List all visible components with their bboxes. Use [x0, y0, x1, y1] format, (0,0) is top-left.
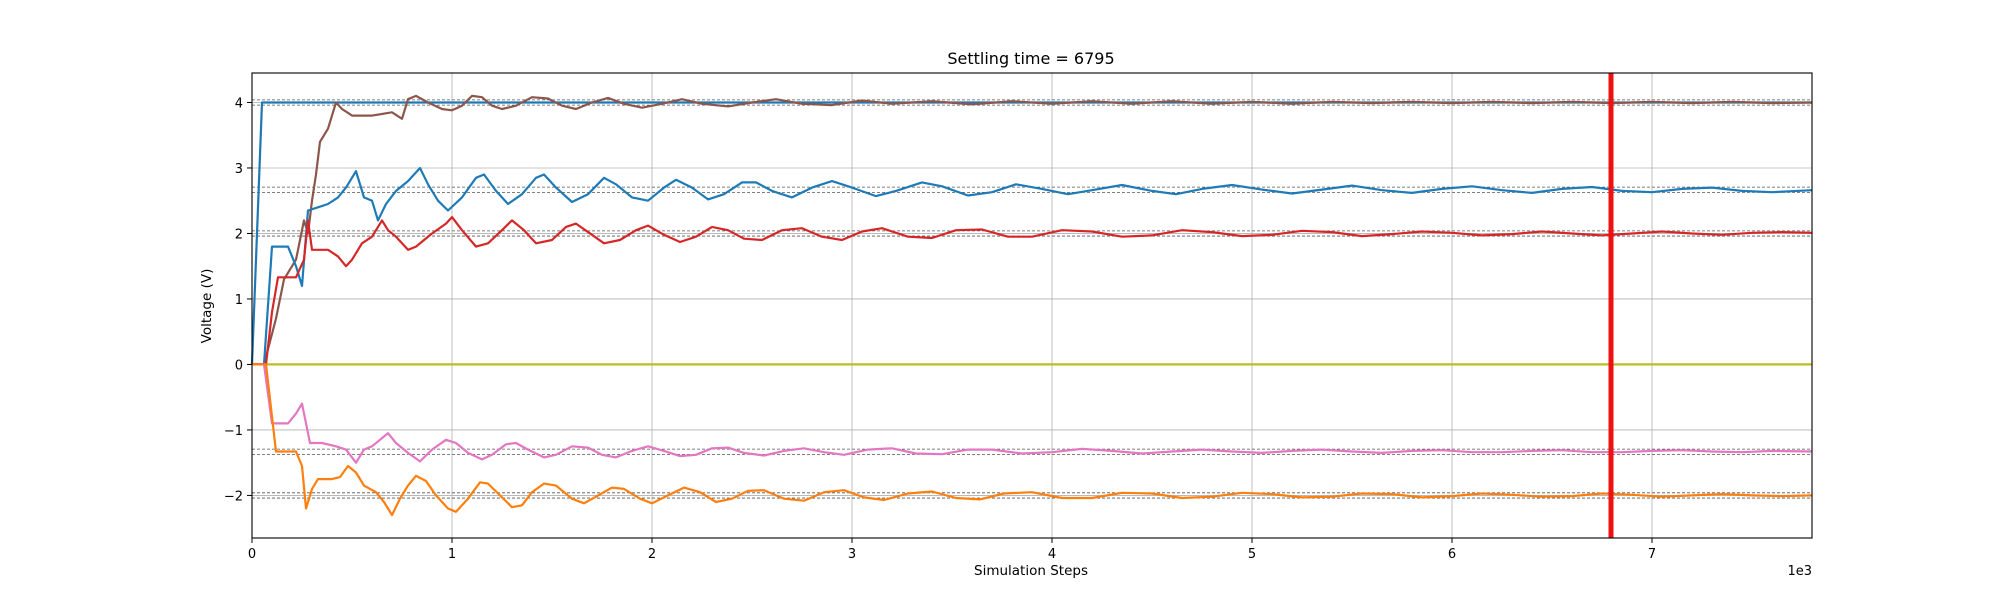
y-axis-ticks: −2 −1 0 1 2 3 4 [224, 96, 252, 504]
y-tick-label: 2 [235, 227, 243, 242]
x-tick-label: 3 [848, 547, 856, 562]
x-axis-label: Simulation Steps [974, 563, 1088, 579]
y-tick-label: 3 [235, 162, 243, 177]
x-tick-label: 2 [648, 547, 656, 562]
series-line [252, 216, 1813, 366]
series-lines [250, 94, 1813, 517]
x-axis-ticks: 0 1 2 3 4 5 6 7 [248, 538, 1656, 562]
y-tick-label: −1 [224, 424, 243, 439]
y-tick-label: 0 [235, 358, 243, 373]
y-tick-label: 1 [235, 293, 243, 308]
y-tick-label: 4 [235, 96, 243, 111]
plot-frame [251, 72, 1813, 539]
x-tick-label: 7 [1648, 547, 1656, 562]
grid [251, 73, 1812, 538]
y-axis-label: Voltage (V) [199, 269, 215, 344]
chart-title: Settling time = 6795 [947, 49, 1114, 68]
x-tick-label: 0 [248, 547, 256, 562]
series-line [252, 363, 1813, 464]
x-tick-label: 4 [1048, 547, 1056, 562]
x-tick-label: 1 [448, 547, 456, 562]
y-tick-label: −2 [224, 489, 243, 504]
series-line [252, 94, 1813, 366]
x-offset-label: 1e3 [1787, 564, 1812, 579]
series-line [250, 101, 1812, 365]
x-tick-label: 5 [1248, 547, 1256, 562]
series-line [252, 166, 1813, 366]
x-tick-label: 6 [1448, 547, 1456, 562]
series-line [252, 363, 1813, 517]
